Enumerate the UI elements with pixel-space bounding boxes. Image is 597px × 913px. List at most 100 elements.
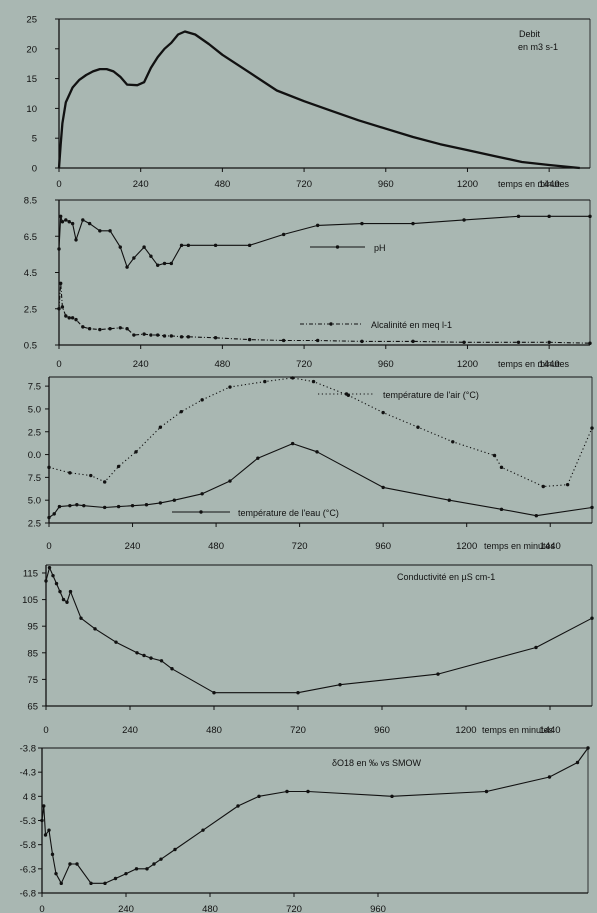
data-point <box>82 503 86 508</box>
data-point <box>447 498 451 502</box>
data-point <box>547 775 552 779</box>
x-tick-label: 1440 <box>539 179 560 190</box>
y-tick-label: 0.0 <box>28 450 41 461</box>
data-point <box>360 221 364 226</box>
data-point <box>462 340 466 344</box>
series-line-delta-o18 <box>41 747 589 884</box>
panel-annotation: Conductivité en µS cm-1 <box>397 572 495 582</box>
x-tick-label: 0 <box>46 541 51 552</box>
data-point <box>93 627 97 631</box>
data-point <box>43 833 48 837</box>
data-point <box>315 450 319 454</box>
data-point <box>247 337 252 342</box>
data-point <box>492 453 497 458</box>
data-point <box>60 220 65 224</box>
x-tick-label: 480 <box>214 359 230 370</box>
data-point <box>118 245 122 249</box>
x-tick-label: 720 <box>290 725 306 736</box>
data-point <box>70 316 75 320</box>
data-point <box>263 379 267 384</box>
data-point <box>108 229 112 233</box>
y-tick-label: -4.3 <box>20 768 36 779</box>
x-tick-label: 1440 <box>539 725 560 736</box>
data-point <box>152 862 156 866</box>
x-tick-label: 0 <box>43 725 48 736</box>
y-tick-label: -6.8 <box>20 889 36 900</box>
x-tick-label: 720 <box>292 541 308 552</box>
y-tick-label: 7.5 <box>28 473 41 484</box>
panel-ph-alcalinite: 0 240 480 720 960 1200 1440 0.5 2.5 4.5 6.5 8.5 temp… <box>24 196 592 370</box>
data-point <box>228 479 232 483</box>
data-point <box>173 847 177 852</box>
x-tick-label: 720 <box>286 904 302 913</box>
y-tick-label: 0.5 <box>24 341 37 352</box>
legend-label: pH <box>374 243 386 253</box>
data-point <box>40 818 44 823</box>
data-point <box>116 464 121 469</box>
x-tick-label: 240 <box>118 904 134 913</box>
data-point <box>67 220 71 224</box>
data-point <box>390 794 394 799</box>
data-point <box>142 332 146 336</box>
x-tick-label: 960 <box>378 359 394 370</box>
data-point <box>145 867 149 871</box>
data-point <box>170 667 174 671</box>
x-tick-label: 0 <box>39 904 44 913</box>
y-tick-label: 5 <box>32 134 37 145</box>
data-point <box>381 410 385 415</box>
data-point <box>81 218 85 222</box>
series-line-temp-rature-de-l-eau-c- <box>48 443 593 518</box>
x-tick-label: 480 <box>214 179 230 190</box>
data-point <box>179 409 183 414</box>
data-point <box>411 339 415 344</box>
x-unit-label: temps en minutes <box>482 725 554 735</box>
data-point <box>588 214 592 219</box>
data-point <box>68 503 72 508</box>
data-point <box>296 690 300 695</box>
data-point <box>108 326 112 331</box>
data-point <box>547 340 551 344</box>
data-point <box>68 862 72 866</box>
data-point <box>149 333 153 337</box>
data-point <box>179 243 184 248</box>
data-point <box>57 307 61 311</box>
data-point <box>484 789 489 794</box>
y-tick-label: 8.5 <box>24 196 37 207</box>
y-tick-label: 95 <box>27 622 38 633</box>
data-point <box>257 794 261 799</box>
data-point <box>47 515 51 520</box>
data-point <box>54 871 58 876</box>
x-tick-label: 720 <box>296 179 312 190</box>
x-tick-label: 960 <box>370 904 386 913</box>
data-point <box>130 503 135 508</box>
data-point <box>162 261 167 266</box>
data-point <box>103 881 107 886</box>
x-tick-label: 960 <box>374 725 390 736</box>
data-point <box>74 238 78 242</box>
data-point <box>54 581 59 586</box>
data-point <box>114 640 118 644</box>
data-point <box>586 746 590 750</box>
data-point <box>149 254 153 258</box>
data-point <box>547 214 551 219</box>
data-point <box>156 333 160 337</box>
y-tick-label: 85 <box>27 648 38 659</box>
data-point <box>57 504 62 509</box>
panel-conductivite: 0 240 480 720 960 1200 1440 65 75 85 95 105 115 temps… <box>22 564 594 736</box>
series-line-alcalinit-en-meq-l-1 <box>58 282 591 344</box>
data-point <box>436 672 440 676</box>
data-point <box>59 214 63 219</box>
data-point <box>156 263 160 267</box>
x-tick-label: 0 <box>56 359 61 370</box>
data-point <box>75 862 79 866</box>
data-point <box>98 327 102 332</box>
data-point <box>213 243 218 248</box>
data-point <box>315 223 320 228</box>
data-point <box>87 221 92 226</box>
y-tick-label: 2.5 <box>24 304 37 315</box>
data-point <box>124 871 128 876</box>
data-point <box>64 218 68 222</box>
y-tick-label: 25 <box>26 15 37 26</box>
panel-temperature: 0 240 480 720 960 1200 1440 2.5 5.0 7.5 0.0 2.5 5.0 7… <box>28 376 594 552</box>
